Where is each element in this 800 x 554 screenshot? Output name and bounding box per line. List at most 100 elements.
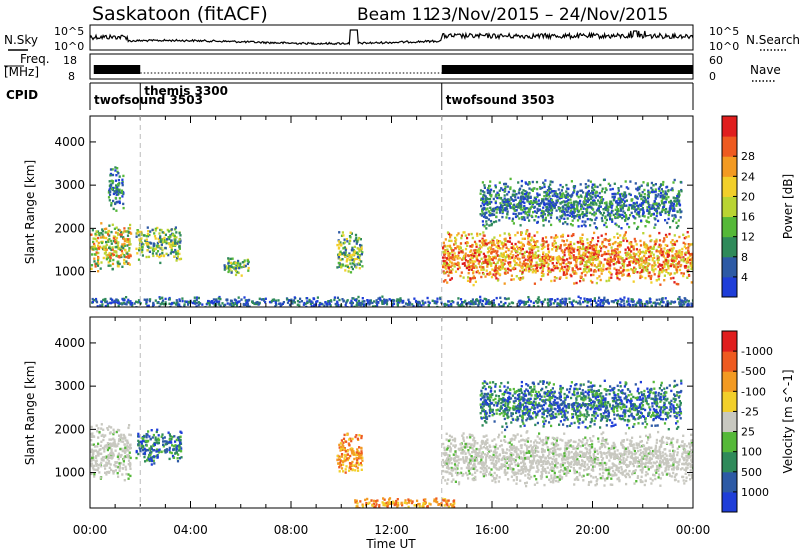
scatter-cell bbox=[642, 259, 645, 262]
scatter-cell bbox=[590, 262, 593, 266]
scatter-cell bbox=[93, 473, 96, 476]
scatter-cell bbox=[584, 195, 587, 198]
scatter-cell bbox=[584, 274, 587, 277]
scatter-cell bbox=[528, 182, 531, 185]
scatter-cell bbox=[516, 245, 519, 248]
scatter-cell bbox=[520, 184, 523, 188]
scatter-cell bbox=[645, 219, 648, 222]
scatter-cell bbox=[545, 209, 548, 212]
scatter-cell bbox=[673, 217, 676, 220]
scatter-cell bbox=[516, 250, 519, 254]
scatter-cell bbox=[559, 258, 562, 261]
scatter-cell bbox=[305, 305, 308, 307]
scatter-cell bbox=[593, 222, 596, 225]
scatter-cell bbox=[549, 303, 552, 306]
scatter-cell bbox=[351, 262, 354, 265]
scatter-cell bbox=[498, 258, 501, 261]
scatter-cell bbox=[573, 215, 576, 218]
scatter-cell bbox=[120, 233, 123, 236]
scatter-cell bbox=[673, 301, 676, 304]
scatter-cell bbox=[238, 300, 241, 303]
scatter-cell bbox=[298, 304, 301, 307]
colorbar-tick-label: 24 bbox=[741, 170, 755, 183]
scatter-cell bbox=[433, 300, 436, 303]
scatter-cell bbox=[482, 305, 485, 307]
scatter-cell bbox=[626, 222, 629, 226]
scatter-cell bbox=[340, 263, 343, 266]
scatter-cell bbox=[170, 250, 173, 253]
scatter-cell bbox=[469, 277, 472, 280]
scatter-cell bbox=[561, 234, 564, 237]
scatter-cell bbox=[576, 240, 579, 244]
scatter-cell bbox=[351, 253, 355, 256]
scatter-cell bbox=[601, 299, 604, 302]
scatter-cell bbox=[527, 305, 530, 307]
scatter-cell bbox=[218, 300, 221, 303]
scatter-cell bbox=[639, 271, 642, 274]
scatter-cell bbox=[543, 245, 546, 248]
scatter-cell bbox=[338, 253, 341, 256]
scatter-cell bbox=[223, 268, 226, 271]
scatter-cell bbox=[495, 252, 498, 255]
scatter-cell bbox=[123, 227, 126, 230]
scatter-cell bbox=[121, 195, 124, 198]
scatter-cell bbox=[619, 205, 622, 209]
colorbar-tick-label: 28 bbox=[741, 150, 755, 163]
scatter-cell bbox=[593, 297, 596, 300]
scatter-cell bbox=[537, 296, 540, 299]
scatter-cell bbox=[547, 214, 550, 217]
scatter-cell bbox=[94, 247, 97, 251]
scatter-cell bbox=[175, 299, 178, 302]
scatter-cell bbox=[584, 252, 587, 255]
scatter-cell bbox=[443, 252, 447, 256]
scatter-cell bbox=[502, 208, 505, 211]
scatter-cell bbox=[528, 253, 531, 257]
scatter-cell bbox=[545, 205, 548, 209]
scatter-cell bbox=[689, 243, 692, 246]
scatter-cell bbox=[618, 243, 621, 246]
scatter-cell bbox=[122, 449, 125, 453]
scatter-cell bbox=[629, 260, 632, 263]
scatter-cell bbox=[481, 237, 484, 240]
scatter-cell bbox=[113, 235, 116, 239]
scatter-cell bbox=[541, 270, 544, 273]
scatter-cell bbox=[146, 305, 149, 307]
scatter-cell bbox=[358, 254, 361, 258]
scatter-cell bbox=[349, 231, 352, 234]
scatter-cell bbox=[160, 240, 163, 243]
scatter-cell bbox=[368, 300, 371, 304]
scatter-cell bbox=[484, 244, 487, 247]
scatter-cell bbox=[593, 183, 596, 186]
scatter-cell bbox=[558, 218, 561, 222]
scatter-cell bbox=[634, 268, 637, 271]
scatter-cell bbox=[519, 261, 522, 264]
scatter-cell bbox=[526, 195, 529, 198]
scatter-cell bbox=[588, 261, 591, 264]
scatter-cell bbox=[621, 262, 624, 266]
scatter-cell bbox=[672, 202, 676, 206]
scatter-cell bbox=[519, 224, 522, 227]
scatter-cell bbox=[341, 264, 344, 267]
scatter-cell bbox=[417, 301, 420, 304]
colorbar-swatch bbox=[722, 196, 737, 218]
scatter-cell bbox=[178, 238, 181, 241]
scatter-cell bbox=[119, 455, 122, 458]
scatter-cell bbox=[115, 245, 118, 249]
freq-label-line1: Freq. bbox=[20, 52, 50, 66]
scatter-cell bbox=[447, 232, 450, 235]
scatter-cell bbox=[485, 197, 488, 200]
scatter-cell bbox=[507, 297, 510, 300]
scatter-cell bbox=[228, 269, 231, 272]
scatter-cell bbox=[639, 208, 642, 211]
scatter-cell bbox=[110, 239, 113, 243]
scatter-cell bbox=[660, 263, 664, 267]
scatter-cell bbox=[444, 279, 447, 282]
scatter-cell bbox=[570, 251, 573, 255]
scatter-cell bbox=[563, 259, 566, 262]
scatter-cell bbox=[639, 274, 642, 277]
scatter-cell bbox=[178, 258, 181, 261]
scatter-cell bbox=[505, 206, 508, 209]
scatter-cell bbox=[621, 216, 624, 220]
scatter-cell bbox=[452, 249, 455, 252]
scatter-cell bbox=[515, 275, 518, 278]
